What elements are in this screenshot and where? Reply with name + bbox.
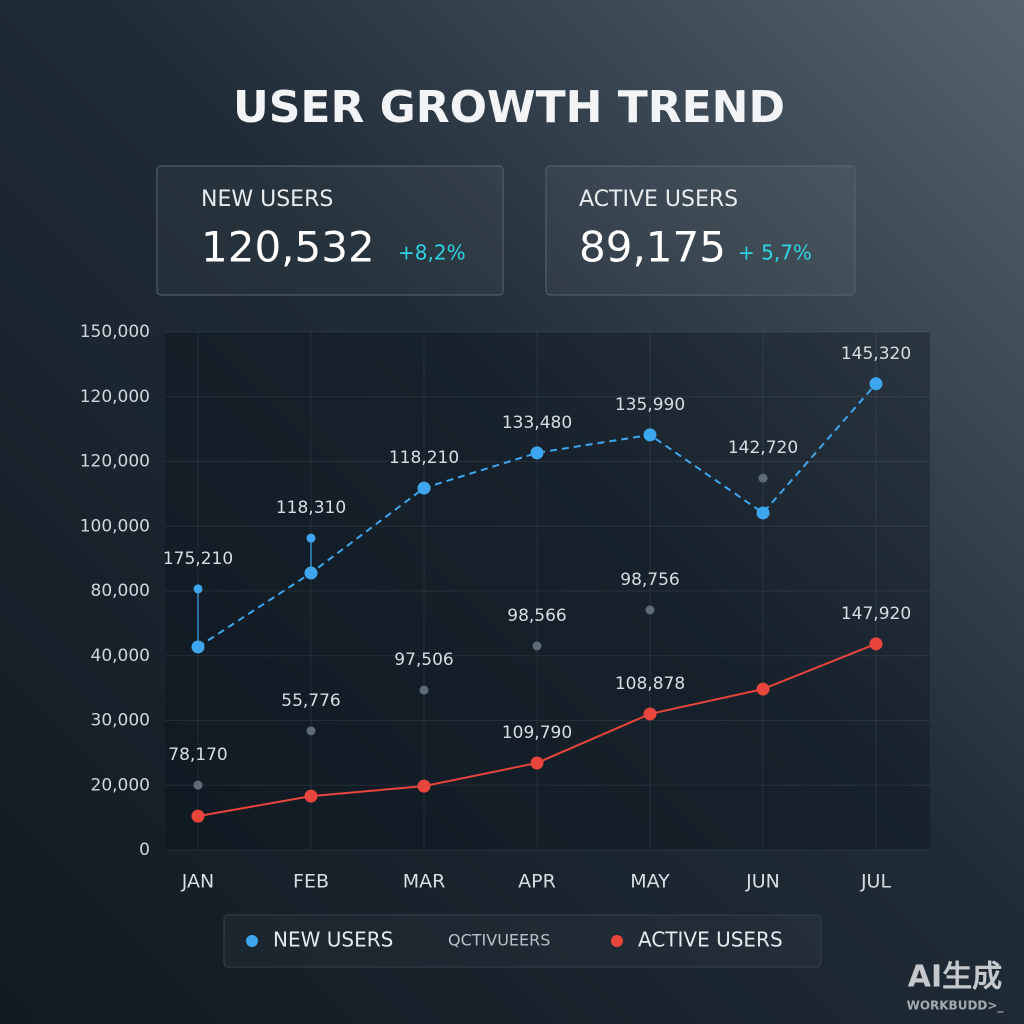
title: USER GROWTH TREND bbox=[233, 82, 785, 133]
data-label: 55,776 bbox=[281, 691, 340, 711]
legend-marker bbox=[246, 935, 258, 947]
kpi-change: + 5,7% bbox=[738, 241, 812, 265]
x-tick-label: APR bbox=[518, 871, 556, 893]
kpi-label: NEW USERS bbox=[201, 187, 333, 212]
data-label: 175,210 bbox=[163, 549, 233, 569]
legend-label: NEW USERS bbox=[273, 928, 393, 952]
plot: 0 20,000 30,000 40,000 80,000 100,000 120,000 1… bbox=[80, 322, 930, 893]
data-label: 147,920 bbox=[841, 604, 911, 624]
y-tick-label: 0 bbox=[139, 840, 150, 860]
y-tick-label: 20,000 bbox=[91, 775, 150, 795]
data-label: 135,990 bbox=[615, 395, 685, 415]
data-label: 109,790 bbox=[502, 723, 572, 743]
data-label: 78,170 bbox=[168, 745, 227, 765]
y-tick-label: 30,000 bbox=[91, 711, 150, 731]
data-label: 108,878 bbox=[615, 674, 685, 694]
y-tick-label: 120,000 bbox=[80, 387, 150, 407]
y-tick-label: 100,000 bbox=[80, 516, 150, 536]
y-tick-label: 150,000 bbox=[80, 322, 150, 342]
plot-area bbox=[165, 332, 930, 850]
point bbox=[645, 605, 655, 615]
data-label: 142,720 bbox=[728, 438, 798, 458]
x-tick-label: JAN bbox=[181, 871, 214, 893]
watermark: AI生成 bbox=[908, 960, 1002, 995]
y-tick-label: 40,000 bbox=[91, 646, 150, 666]
kpi-value: 89,175 bbox=[579, 223, 726, 272]
kpi-label: ACTIVE USERS bbox=[579, 187, 738, 212]
data-label: 118,310 bbox=[276, 498, 346, 518]
legend-marker bbox=[611, 935, 623, 947]
data-label: 133,480 bbox=[502, 413, 572, 433]
data-label: 118,210 bbox=[389, 448, 459, 468]
kpi-value: 120,532 bbox=[201, 223, 375, 272]
point bbox=[306, 726, 316, 736]
x-tick-label: JUL bbox=[860, 871, 892, 893]
kpi-card bbox=[156, 165, 504, 296]
x-tick-label: MAY bbox=[630, 871, 670, 893]
point bbox=[756, 682, 770, 696]
point bbox=[419, 685, 429, 695]
point bbox=[306, 533, 316, 543]
point bbox=[758, 473, 768, 483]
point bbox=[304, 789, 318, 803]
point bbox=[532, 641, 542, 651]
legend-label: QCTIVUEERS bbox=[448, 931, 550, 950]
point bbox=[304, 566, 318, 580]
point bbox=[417, 481, 431, 495]
point bbox=[193, 584, 203, 594]
data-label: 98,756 bbox=[620, 570, 679, 590]
point bbox=[530, 756, 544, 770]
point bbox=[193, 780, 203, 790]
kpi-card bbox=[545, 165, 856, 296]
point bbox=[869, 377, 883, 391]
x-tick-label: JUN bbox=[745, 871, 780, 893]
data-label: 145,320 bbox=[841, 344, 911, 364]
x-tick-label: MAR bbox=[403, 871, 446, 893]
y-tick-label: 120,000 bbox=[80, 452, 150, 472]
point bbox=[756, 506, 770, 520]
kpi-change: +8,2% bbox=[398, 241, 466, 265]
point bbox=[191, 809, 205, 823]
point bbox=[530, 446, 544, 460]
point bbox=[643, 428, 657, 442]
legend-label: ACTIVE USERS bbox=[638, 928, 783, 952]
data-label: 97,506 bbox=[394, 650, 453, 670]
point bbox=[191, 640, 205, 654]
point bbox=[643, 707, 657, 721]
point bbox=[417, 779, 431, 793]
y-tick-label: 80,000 bbox=[91, 581, 150, 601]
point bbox=[869, 637, 883, 651]
watermark-sub: WORKBUDD>_ bbox=[907, 999, 1004, 1014]
x-tick-label: FEB bbox=[293, 871, 329, 893]
legend bbox=[223, 914, 822, 968]
data-label: 98,566 bbox=[507, 606, 566, 626]
legend-items: NEW USERS QCTIVUEERS ACTIVE USERS bbox=[246, 928, 783, 952]
